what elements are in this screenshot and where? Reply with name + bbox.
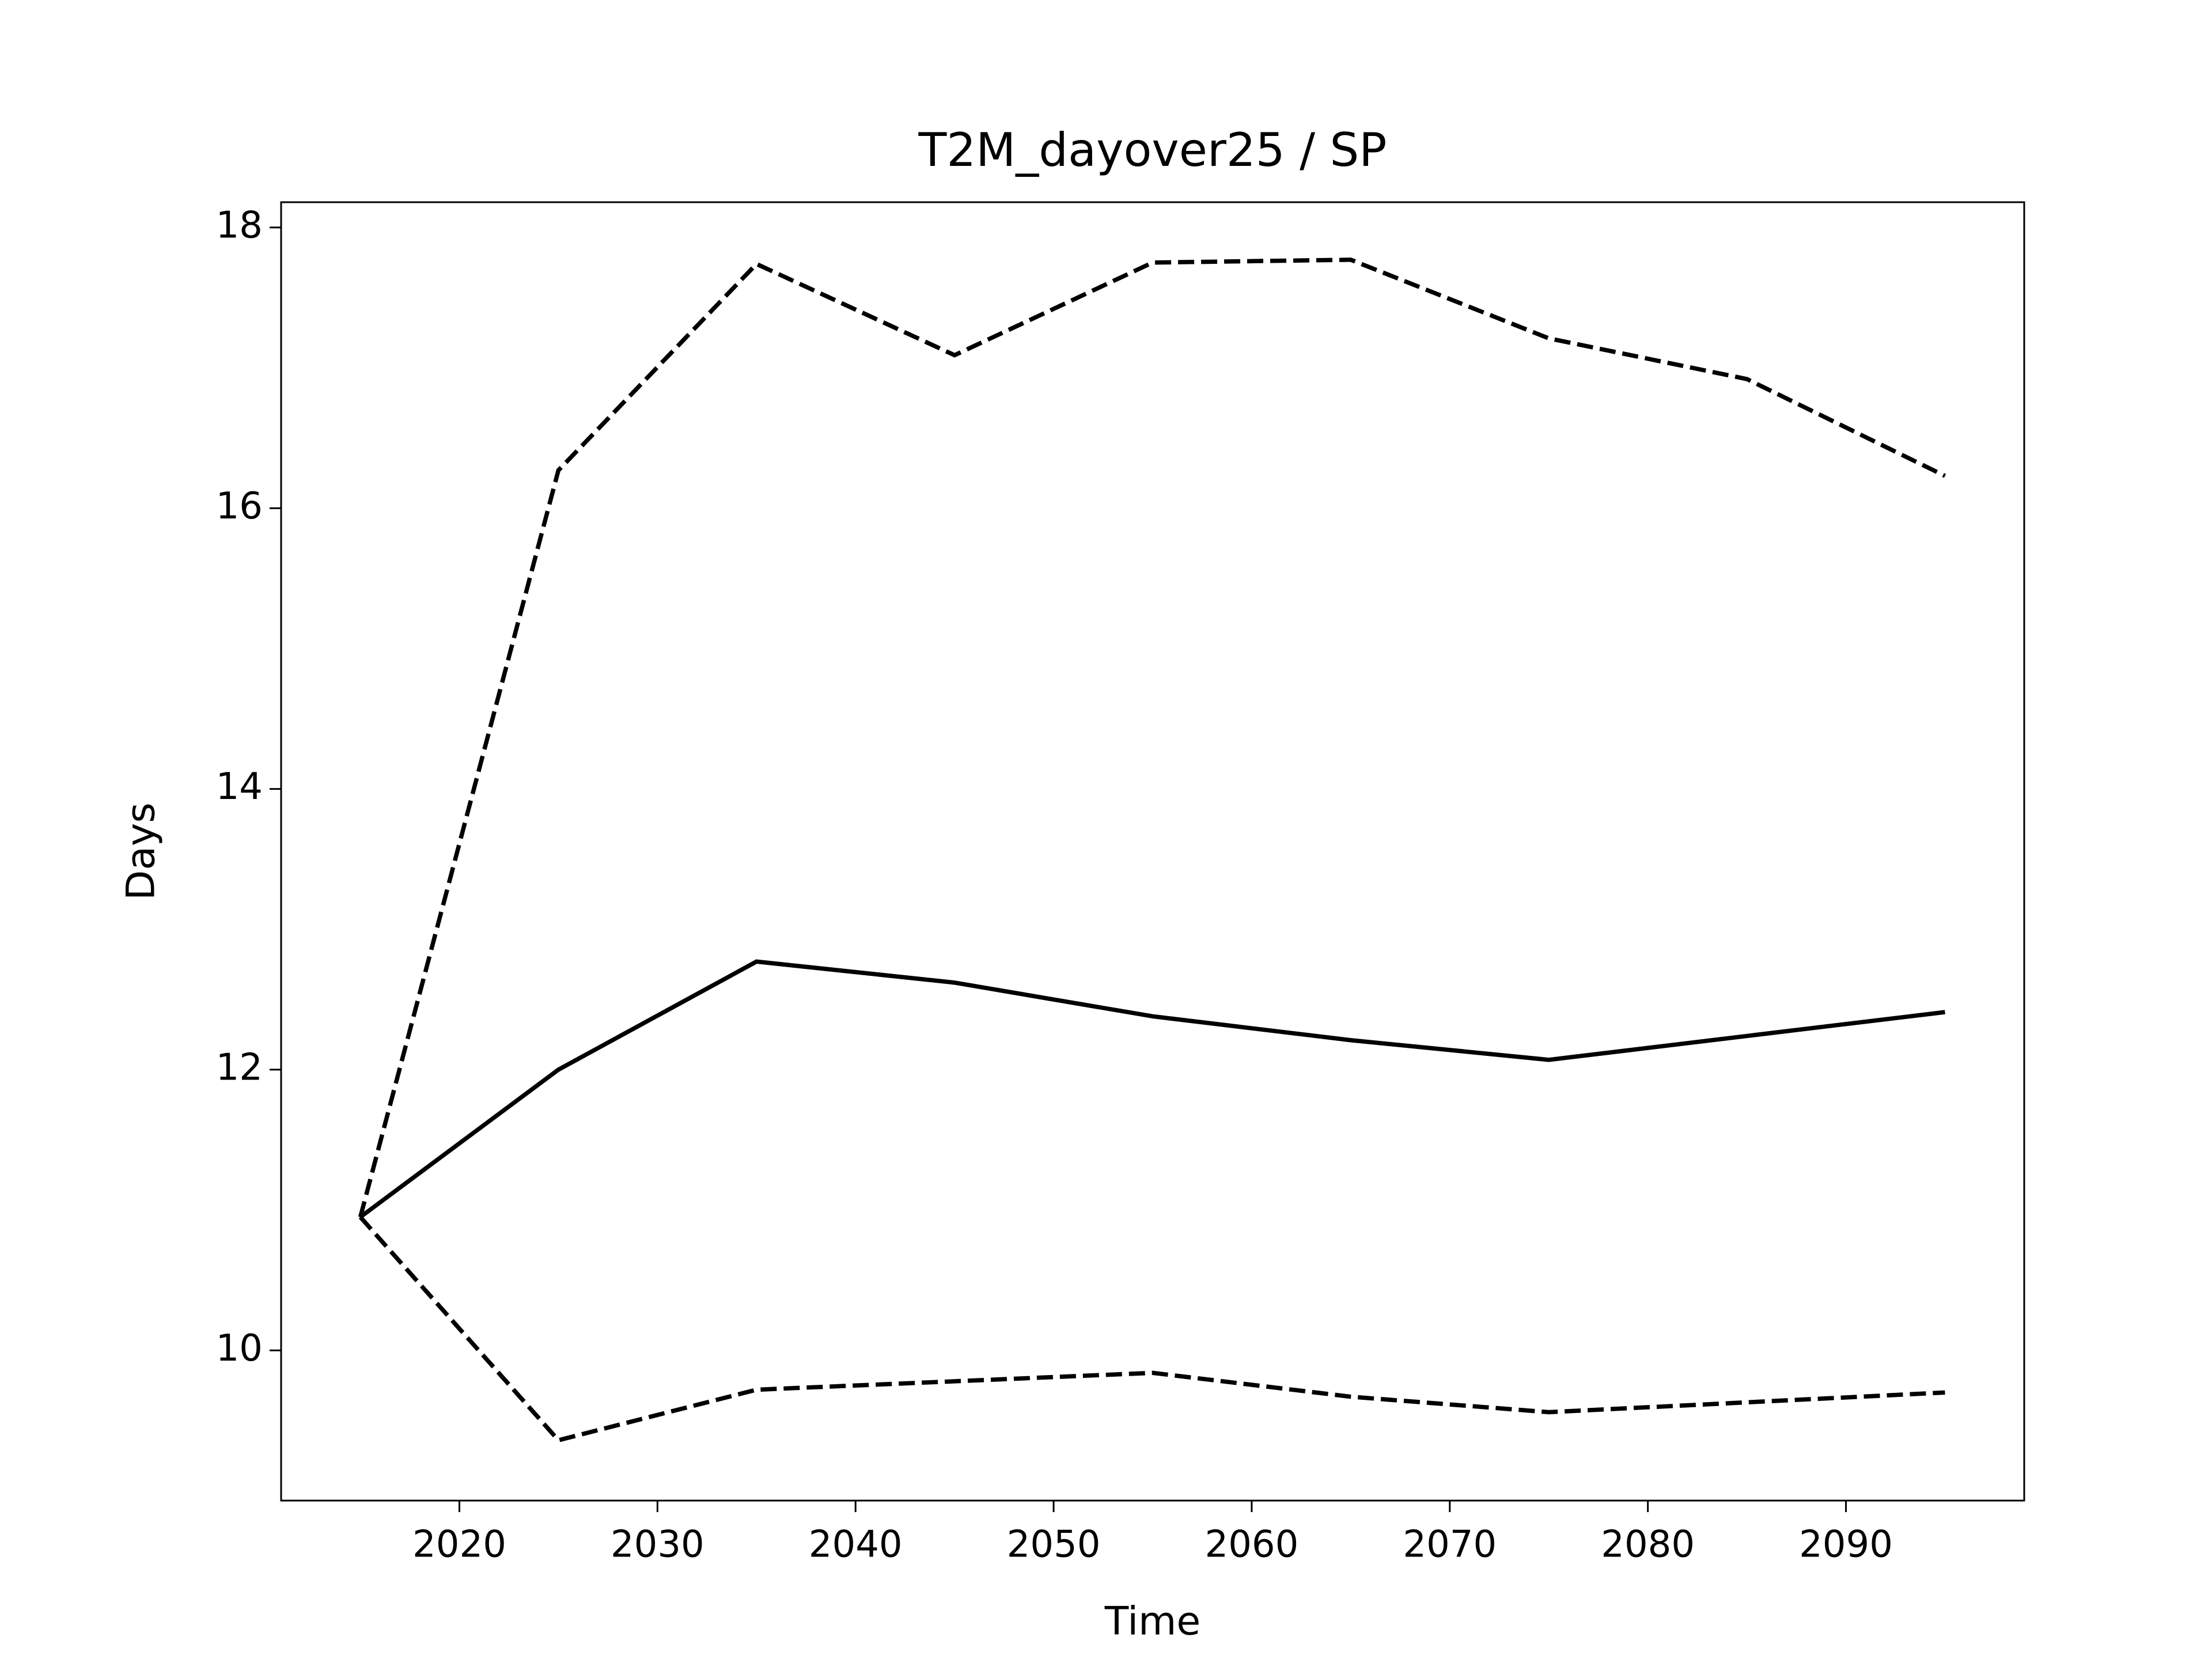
y-tick-label: 12 [216, 1046, 263, 1089]
x-tick-label: 2040 [809, 1524, 903, 1566]
y-axis-label: Days [119, 802, 164, 900]
x-tick-label: 2050 [1007, 1524, 1101, 1566]
chart-title: T2M_dayover25 / SP [918, 123, 1387, 177]
x-tick-label: 2030 [611, 1524, 704, 1566]
x-tick-label: 2090 [1799, 1524, 1893, 1566]
y-tick-label: 10 [216, 1327, 263, 1370]
x-tick-label: 2080 [1601, 1524, 1695, 1566]
y-tick-label: 18 [216, 204, 263, 247]
plot-frame [280, 201, 2025, 1502]
y-tick-label: 14 [216, 766, 263, 808]
y-tick-label: 16 [216, 485, 263, 528]
series-line [358, 1215, 1945, 1443]
x-tick-label: 2060 [1205, 1524, 1298, 1566]
x-tick-label: 2020 [412, 1524, 506, 1566]
x-tick-label: 2070 [1403, 1524, 1497, 1566]
x-axis-label: Time [1104, 1599, 1200, 1645]
series-line [358, 257, 1946, 1218]
series-line [359, 959, 1945, 1219]
